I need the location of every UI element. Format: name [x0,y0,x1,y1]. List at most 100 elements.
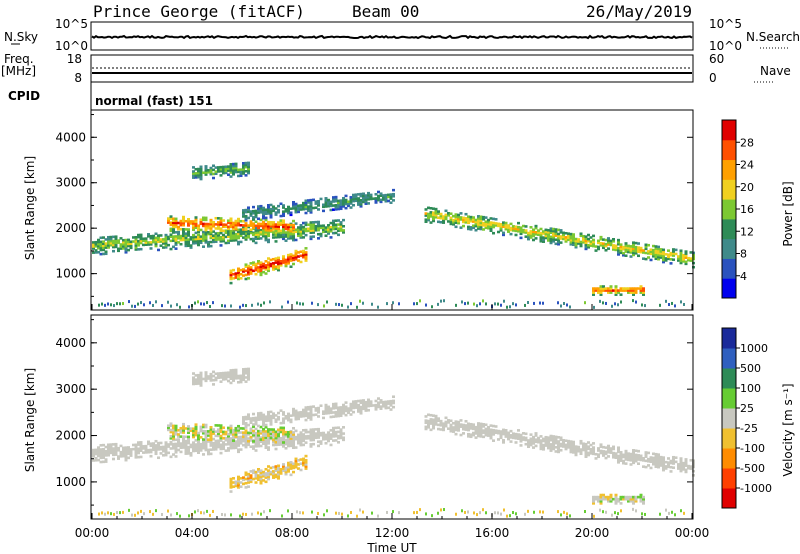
velocity-cell [432,420,435,424]
power-cell [524,303,526,307]
velocity-cell [654,457,658,460]
velocity-cell [679,465,683,469]
velocity-cell [389,399,393,403]
power-cell [172,225,175,229]
power-cell [212,223,215,226]
power-cell [689,257,693,260]
power-cell [274,261,278,264]
velocity-cell [192,441,195,444]
power-cell [194,172,198,175]
freq-tick-bottom: 8 [74,71,82,85]
power-cell [479,223,483,227]
velocity-cell [294,465,298,469]
velocity-cell [632,457,635,460]
velocity-cell [259,471,263,475]
velocity-cell [147,450,150,454]
power-cell [593,305,595,309]
velocity-cell [189,427,193,430]
power-cell [107,242,110,245]
velocity-cell [107,511,109,515]
velocity-cell [264,415,268,418]
velocity-cell [242,512,244,516]
power-cell [367,202,370,205]
power-cell [232,235,235,238]
velocity-cell [254,436,258,440]
velocity-cell [592,495,595,499]
velocity-cell [624,451,628,455]
power-cell [267,240,270,244]
power-cell [282,212,285,215]
velocity-cell [419,508,421,512]
velocity-cell [147,442,150,446]
velocity-cell [214,378,218,382]
velocity-cell [232,481,235,484]
power-cell [432,219,435,223]
velocity-cell [217,428,220,431]
velocity-cell [467,510,469,514]
power-cell [237,234,240,238]
velocity-cell [137,447,140,451]
power-cell [152,234,155,238]
velocity-cell [327,435,330,439]
power-cell [619,249,623,253]
velocity-cell [219,430,223,434]
velocity-cell [479,433,483,436]
power-cell [339,201,343,204]
power-cell [159,234,163,237]
power-cell [202,230,205,234]
x-tick-label: 00:00 [675,526,710,540]
power-cell [352,203,355,207]
velocity-cell [274,432,278,436]
power-cell [372,197,375,200]
power-cell [319,224,323,228]
velocity-cell [299,437,303,441]
velocity-cell [455,512,457,516]
power-cell [647,243,650,247]
power-cell [654,257,658,261]
power-cell [134,242,138,245]
power-cell [533,301,535,305]
power-cell [199,241,203,245]
power-cell [497,224,500,228]
power-cell [229,225,233,229]
velocity-cell [607,495,610,499]
power-cell [474,224,478,228]
velocity-cell [509,434,513,437]
power-cell [659,250,663,253]
power-cell [277,210,280,214]
velocity-cell [282,430,285,434]
power-cell [254,220,258,223]
velocity-cell [517,437,520,441]
velocity-cell [444,424,448,428]
power-cell [627,244,630,248]
power-cell [597,291,600,294]
power-cell [247,236,250,239]
power-cell [307,199,310,202]
power-cell [309,225,313,228]
velocity-cell [127,456,130,460]
power-cell [277,258,280,262]
velocity-cell [572,449,575,452]
power-cell [467,215,470,218]
power-cell [202,235,205,238]
velocity-cell [177,444,180,448]
power-cell [279,219,283,222]
velocity-cell [599,445,603,449]
velocity-cell [432,414,435,417]
velocity-cell [239,427,243,430]
power-cell [384,195,388,199]
power-cell [194,174,198,177]
power-cell [524,225,528,228]
velocity-cell [459,419,463,422]
velocity-cell [140,509,142,513]
velocity-cell [339,428,343,431]
power-cell [454,225,458,229]
velocity-cell [259,479,263,483]
power-cell [219,219,223,222]
power-cell [614,291,618,294]
power-cell [299,204,303,207]
x-tick-label: 20:00 [575,526,610,540]
velocity-cell [377,405,380,409]
power-cell [338,303,340,307]
power-cell [299,302,301,306]
